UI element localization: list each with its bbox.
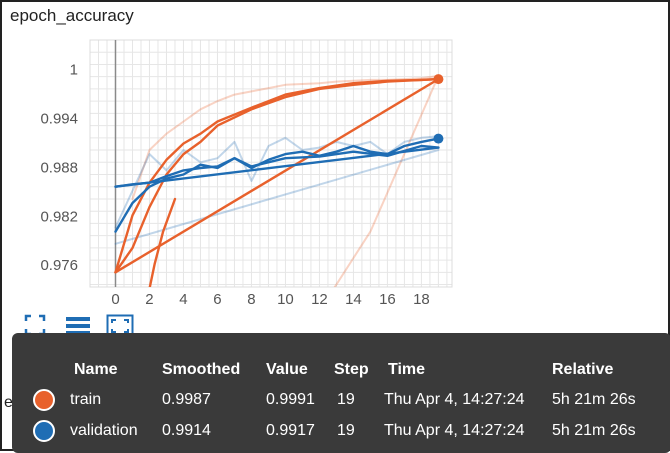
train-raw-line xyxy=(333,74,440,287)
validation-color-dot xyxy=(33,420,55,442)
y-tick-label: 0.976 xyxy=(40,257,78,274)
x-tick-label: 2 xyxy=(145,291,153,308)
row-relative: 5h 21m 26s xyxy=(552,391,636,408)
series-layer xyxy=(114,74,440,287)
row-name: validation xyxy=(70,422,138,439)
row-value: 0.9917 xyxy=(266,422,315,439)
x-tick-label: 6 xyxy=(213,291,221,308)
validation-last-point xyxy=(433,133,444,144)
fit-to-data-icon[interactable] xyxy=(24,314,46,336)
row-smoothed: 0.9987 xyxy=(162,391,211,408)
train-smoothed-line xyxy=(148,197,177,287)
y-tick-label: 0.988 xyxy=(40,159,78,176)
header-name: Name xyxy=(74,361,118,378)
chart-title: epoch_accuracy xyxy=(10,6,134,25)
header-smoothed: Smoothed xyxy=(162,361,241,378)
header-time: Time xyxy=(388,361,426,378)
x-tick-label: 14 xyxy=(345,291,362,308)
train-smoothed-line xyxy=(114,77,440,274)
train-smoothed-line xyxy=(114,77,440,274)
x-tick-label: 8 xyxy=(247,291,255,308)
row-smoothed: 0.9914 xyxy=(162,422,211,439)
header-relative: Relative xyxy=(552,361,614,378)
header-step: Step xyxy=(334,361,369,378)
plot-frame xyxy=(89,39,453,288)
y-tick-label: 0.982 xyxy=(40,208,78,225)
row-value: 0.9991 xyxy=(266,391,315,408)
row-step: 19 xyxy=(337,391,355,408)
x-tick-label: 10 xyxy=(277,291,294,308)
row-relative: 5h 21m 26s xyxy=(552,422,636,439)
validation-raw-line xyxy=(114,149,440,245)
x-tick-label: 0 xyxy=(111,291,119,308)
row-step: 19 xyxy=(337,422,355,439)
x-tick-label: 18 xyxy=(413,291,430,308)
data-tooltip: Name Smoothed Value Step Time Relative t… xyxy=(12,333,670,453)
validation-smoothed-line xyxy=(114,146,440,188)
header-value: Value xyxy=(266,361,308,378)
train-color-dot xyxy=(33,389,55,411)
row-time: Thu Apr 4, 14:27:24 xyxy=(384,391,525,408)
row-time: Thu Apr 4, 14:27:24 xyxy=(384,422,525,439)
x-tick-label: 4 xyxy=(179,291,187,308)
validation-raw-line xyxy=(114,135,440,229)
y-tick-label: 0.994 xyxy=(40,110,78,127)
x-tick-label: 12 xyxy=(311,291,328,308)
row-name: train xyxy=(70,391,102,408)
train-last-point xyxy=(433,74,444,85)
x-tick-label: 16 xyxy=(379,291,396,308)
y-tick-label: 1 xyxy=(70,62,78,79)
